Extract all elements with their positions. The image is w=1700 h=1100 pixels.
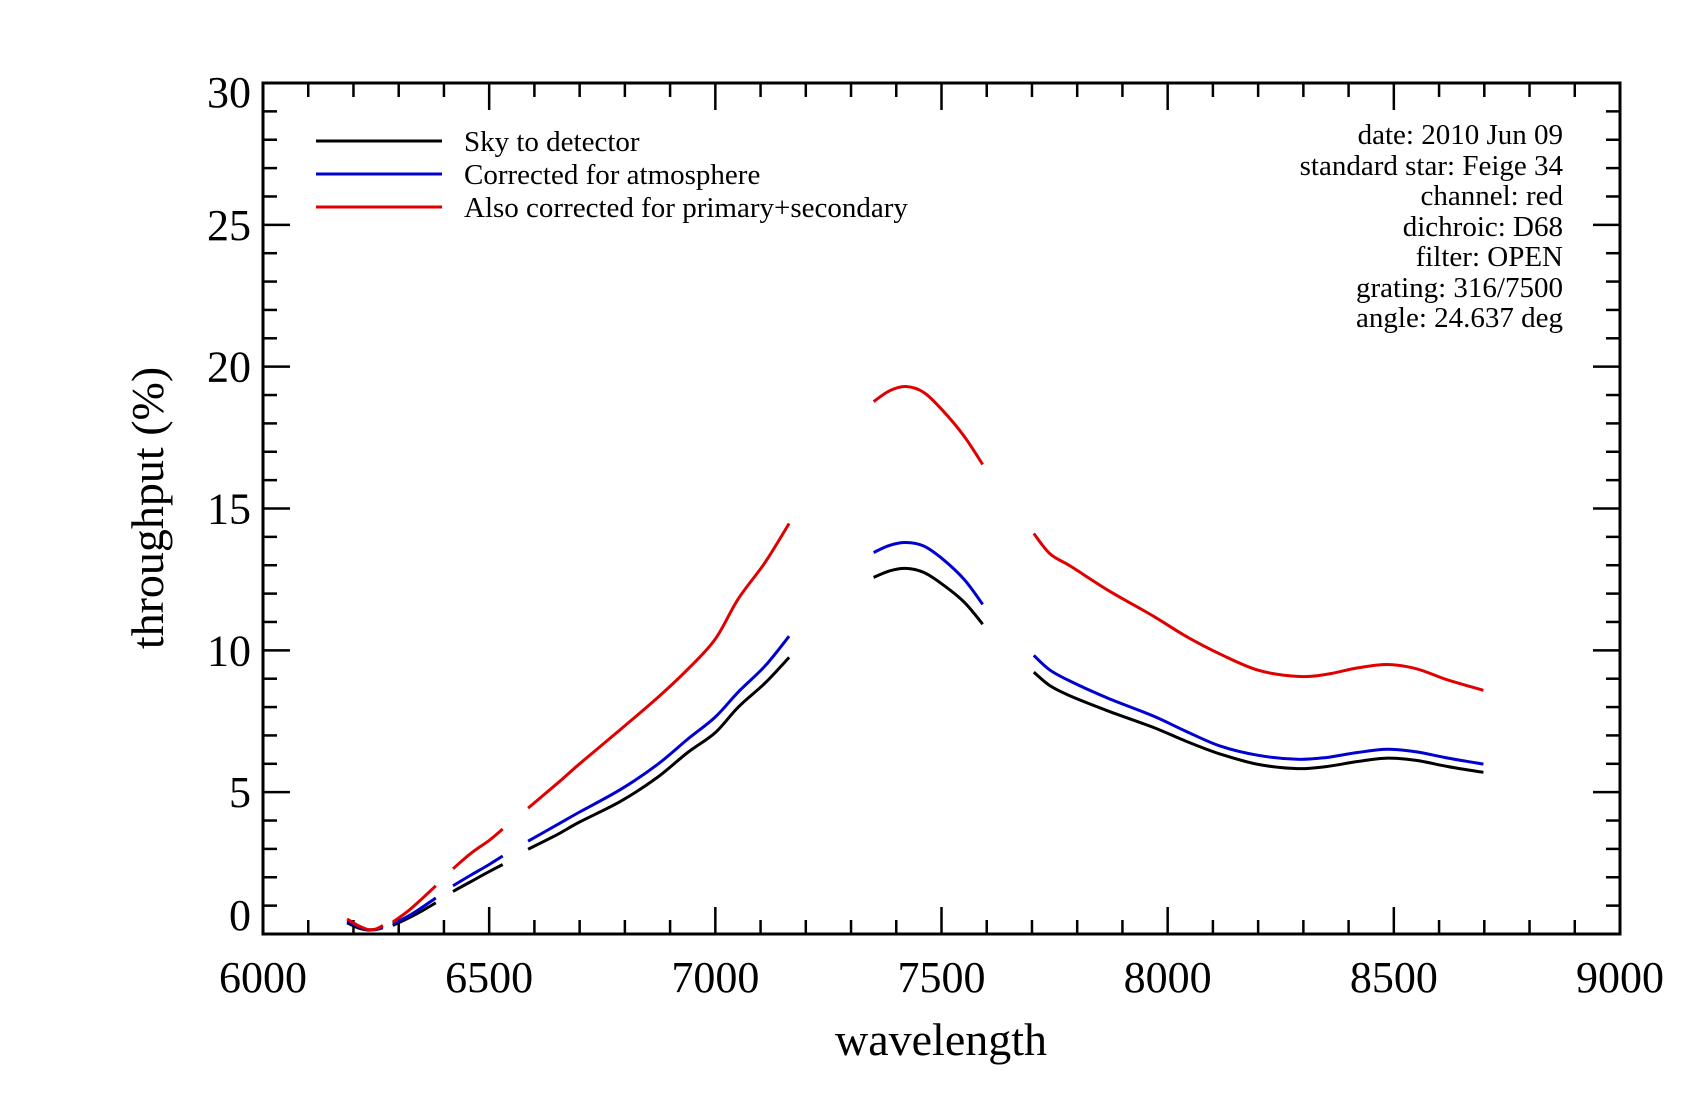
x-tick-label: 8500 xyxy=(1350,953,1438,1002)
series-line-segment xyxy=(452,854,504,888)
series-line-segment xyxy=(346,917,384,932)
y-tick-label: 5 xyxy=(229,768,251,817)
series-line-segment xyxy=(392,901,437,927)
observation-info: date: 2010 Jun 09 standard star: Feige 3… xyxy=(1300,119,1564,334)
y-tick-label: 25 xyxy=(207,201,251,250)
y-tick-label: 10 xyxy=(207,626,251,675)
series-line-segment xyxy=(1032,671,1484,774)
y-tick-label: 15 xyxy=(207,485,251,534)
series-line-segment xyxy=(872,540,984,606)
axis-ticks xyxy=(261,81,1622,936)
plot-series xyxy=(346,384,1484,932)
plot-frame xyxy=(261,81,1622,936)
legend-entry: Corrected for atmosphere xyxy=(316,159,760,191)
x-tick-label: 9000 xyxy=(1576,953,1664,1002)
x-tick-label: 7000 xyxy=(671,953,759,1002)
x-tick-label: 7500 xyxy=(898,953,986,1002)
series-line-segment xyxy=(391,884,437,924)
series-also-corrected-for-primary-secondary xyxy=(346,384,1484,932)
series-line-segment xyxy=(873,566,984,626)
legend-entry: Sky to detector xyxy=(316,126,640,158)
axis-tick-labels: 6000 6500 7000 7500 8000 8500 9000 0 5 10 15 20 25 30 xyxy=(207,68,1664,1002)
info-filter: filter: OPEN xyxy=(1416,241,1563,273)
series-line-segment xyxy=(527,656,791,851)
y-tick-label: 30 xyxy=(207,68,251,117)
y-axis-title: throughput (%) xyxy=(122,367,173,649)
legend-entry: Also corrected for primary+secondary xyxy=(316,192,908,224)
series-line-segment xyxy=(527,635,791,843)
series-line-segment xyxy=(392,896,437,926)
legend-label-corrected-for-atmosphere: Corrected for atmosphere xyxy=(464,159,760,191)
series-line-segment xyxy=(1032,654,1484,766)
y-tick-label: 20 xyxy=(207,343,251,392)
legend: Sky to detector Corrected for atmosphere… xyxy=(316,126,908,224)
series-sky-to-detector xyxy=(346,566,1484,932)
x-axis-title: wavelength xyxy=(835,1014,1047,1065)
info-standard-star: standard star: Feige 34 xyxy=(1300,150,1564,182)
x-tick-label: 8000 xyxy=(1124,953,1212,1002)
info-channel: channel: red xyxy=(1420,180,1563,212)
series-line-segment xyxy=(527,522,791,810)
info-date: date: 2010 Jun 09 xyxy=(1358,119,1563,151)
info-dichroic: dichroic: D68 xyxy=(1403,211,1563,243)
legend-label-sky-to-detector: Sky to detector xyxy=(464,126,640,158)
info-angle: angle: 24.637 deg xyxy=(1356,302,1563,334)
series-line-segment xyxy=(1032,532,1484,692)
series-line-segment xyxy=(872,384,984,466)
series-line-segment xyxy=(452,827,504,870)
info-grating: grating: 316/7500 xyxy=(1356,272,1563,304)
legend-label-primary-secondary: Also corrected for primary+secondary xyxy=(464,192,908,224)
x-tick-label: 6000 xyxy=(219,953,307,1002)
x-tick-label: 6500 xyxy=(445,953,533,1002)
series-line-segment xyxy=(452,863,504,893)
y-tick-label: 0 xyxy=(229,891,251,940)
